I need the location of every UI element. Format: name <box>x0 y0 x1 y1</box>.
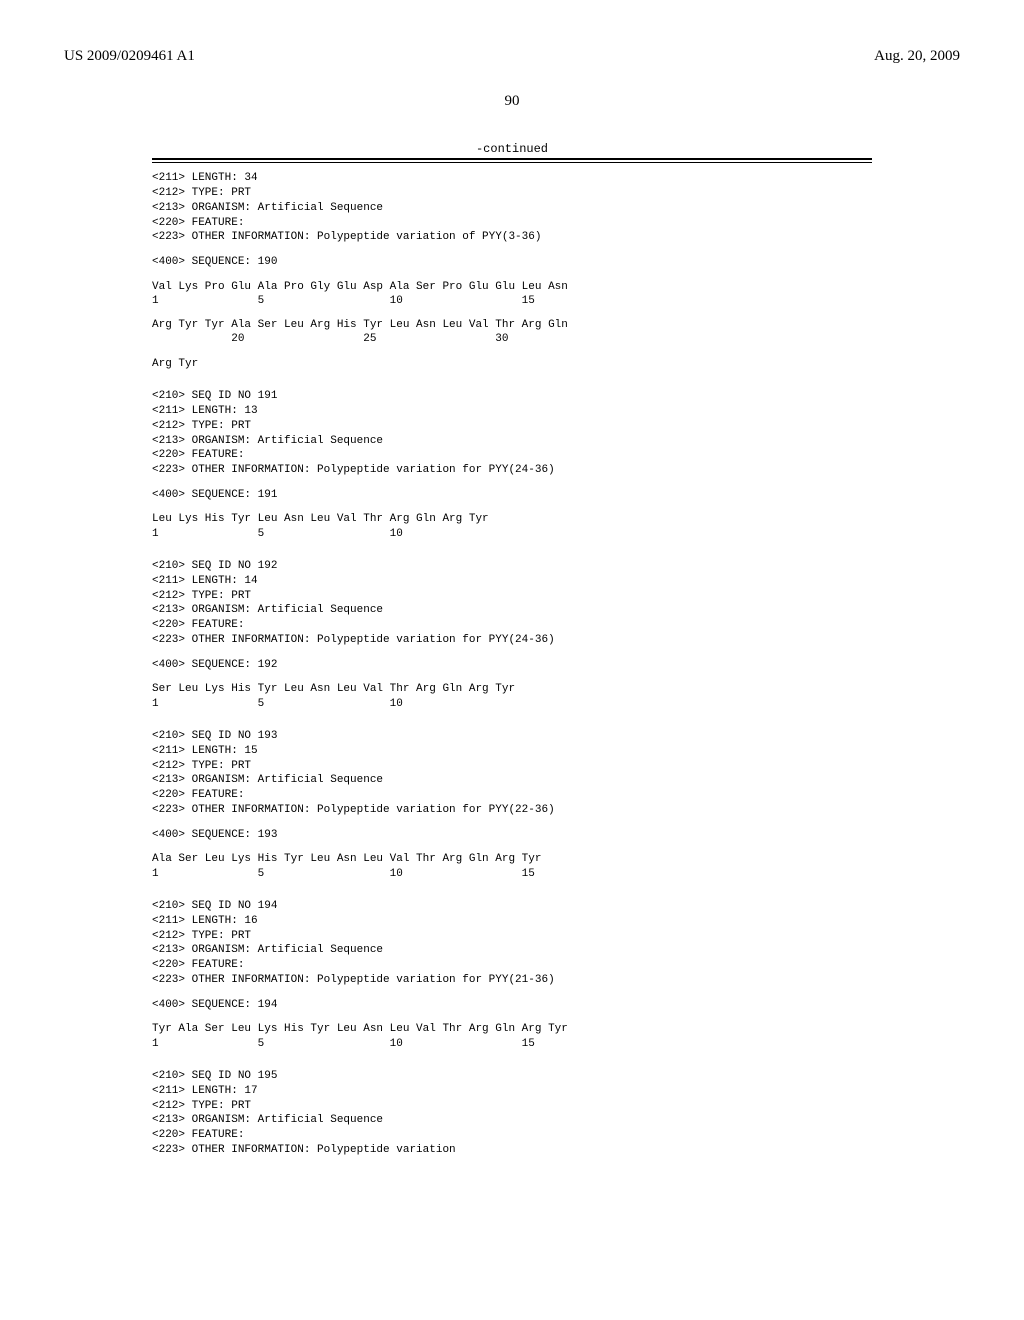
seq195-header: <210> SEQ ID NO 195 <211> LENGTH: 17 <21… <box>152 1069 872 1158</box>
publication-date: Aug. 20, 2009 <box>874 48 960 65</box>
seq191-h2: <212> TYPE: PRT <box>152 420 251 432</box>
divider-thin <box>152 162 872 163</box>
seq191-h3: <213> ORGANISM: Artificial Sequence <box>152 435 383 447</box>
seq192-label: <400> SEQUENCE: 192 <box>152 658 872 672</box>
seq193-line1: Ala Ser Leu Lys His Tyr Leu Asn Leu Val … <box>152 852 872 866</box>
seq195-h2: <212> TYPE: PRT <box>152 1100 251 1112</box>
seq191-line1: Leu Lys His Tyr Leu Asn Leu Val Thr Arg … <box>152 512 872 526</box>
seq194-header: <210> SEQ ID NO 194 <211> LENGTH: 16 <21… <box>152 899 872 988</box>
seq190-h1: <211> LENGTH: 34 <box>152 172 258 184</box>
seq194-h2: <212> TYPE: PRT <box>152 930 251 942</box>
seq193-header: <210> SEQ ID NO 193 <211> LENGTH: 15 <21… <box>152 729 872 818</box>
seq193-h5: <223> OTHER INFORMATION: Polypeptide var… <box>152 804 555 816</box>
seq194-idx1: 1 5 10 15 <box>152 1037 872 1051</box>
seq191-label: <400> SEQUENCE: 191 <box>152 488 872 502</box>
seq195-h4: <220> FEATURE: <box>152 1129 244 1141</box>
seq190-h4: <220> FEATURE: <box>152 217 244 229</box>
seq191-idx1: 1 5 10 <box>152 527 872 541</box>
seq192-idx1: 1 5 10 <box>152 697 872 711</box>
seq192-h3: <213> ORGANISM: Artificial Sequence <box>152 604 383 616</box>
seq192-h1: <211> LENGTH: 14 <box>152 575 258 587</box>
seq195-h3: <213> ORGANISM: Artificial Sequence <box>152 1114 383 1126</box>
seq190-line2: Arg Tyr Tyr Ala Ser Leu Arg His Tyr Leu … <box>152 318 872 332</box>
seq192-h5: <223> OTHER INFORMATION: Polypeptide var… <box>152 634 555 646</box>
seq191-h4: <220> FEATURE: <box>152 449 244 461</box>
seq193-label: <400> SEQUENCE: 193 <box>152 828 872 842</box>
seq190-idx1: 1 5 10 15 <box>152 294 872 308</box>
seq194-label: <400> SEQUENCE: 194 <box>152 998 872 1012</box>
seq194-h0: <210> SEQ ID NO 194 <box>152 900 277 912</box>
seq191-h5: <223> OTHER INFORMATION: Polypeptide var… <box>152 464 555 476</box>
page-number: 90 <box>64 93 960 110</box>
seq192-header: <210> SEQ ID NO 192 <211> LENGTH: 14 <21… <box>152 559 872 648</box>
seq193-h3: <213> ORGANISM: Artificial Sequence <box>152 774 383 786</box>
content-area: -continued <211> LENGTH: 34 <212> TYPE: … <box>152 142 872 1158</box>
seq194-line1: Tyr Ala Ser Leu Lys His Tyr Leu Asn Leu … <box>152 1022 872 1036</box>
page-header: US 2009/0209461 A1 Aug. 20, 2009 <box>64 48 960 65</box>
divider-top <box>152 158 872 160</box>
seq190-line1: Val Lys Pro Glu Ala Pro Gly Glu Asp Ala … <box>152 280 872 294</box>
seq192-h2: <212> TYPE: PRT <box>152 590 251 602</box>
seq190-h2: <212> TYPE: PRT <box>152 187 251 199</box>
seq190-header: <211> LENGTH: 34 <212> TYPE: PRT <213> O… <box>152 171 872 245</box>
seq195-h1: <211> LENGTH: 17 <box>152 1085 258 1097</box>
seq193-h2: <212> TYPE: PRT <box>152 760 251 772</box>
seq193-h0: <210> SEQ ID NO 193 <box>152 730 277 742</box>
seq190-line3: Arg Tyr <box>152 357 872 371</box>
seq190-h5: <223> OTHER INFORMATION: Polypeptide var… <box>152 231 541 243</box>
seq190-label: <400> SEQUENCE: 190 <box>152 255 872 269</box>
publication-number: US 2009/0209461 A1 <box>64 48 195 65</box>
seq191-h0: <210> SEQ ID NO 191 <box>152 390 277 402</box>
seq194-h5: <223> OTHER INFORMATION: Polypeptide var… <box>152 974 555 986</box>
seq195-h0: <210> SEQ ID NO 195 <box>152 1070 277 1082</box>
continued-label: -continued <box>152 142 872 156</box>
seq190-idx2: 20 25 30 <box>152 332 872 346</box>
seq193-h4: <220> FEATURE: <box>152 789 244 801</box>
seq191-header: <210> SEQ ID NO 191 <211> LENGTH: 13 <21… <box>152 389 872 478</box>
seq193-h1: <211> LENGTH: 15 <box>152 745 258 757</box>
seq195-h5: <223> OTHER INFORMATION: Polypeptide var… <box>152 1144 456 1156</box>
seq190-h3: <213> ORGANISM: Artificial Sequence <box>152 202 383 214</box>
seq194-h4: <220> FEATURE: <box>152 959 244 971</box>
seq194-h1: <211> LENGTH: 16 <box>152 915 258 927</box>
seq191-h1: <211> LENGTH: 13 <box>152 405 258 417</box>
seq192-line1: Ser Leu Lys His Tyr Leu Asn Leu Val Thr … <box>152 682 872 696</box>
seq193-idx1: 1 5 10 15 <box>152 867 872 881</box>
seq194-h3: <213> ORGANISM: Artificial Sequence <box>152 944 383 956</box>
seq192-h0: <210> SEQ ID NO 192 <box>152 560 277 572</box>
seq192-h4: <220> FEATURE: <box>152 619 244 631</box>
